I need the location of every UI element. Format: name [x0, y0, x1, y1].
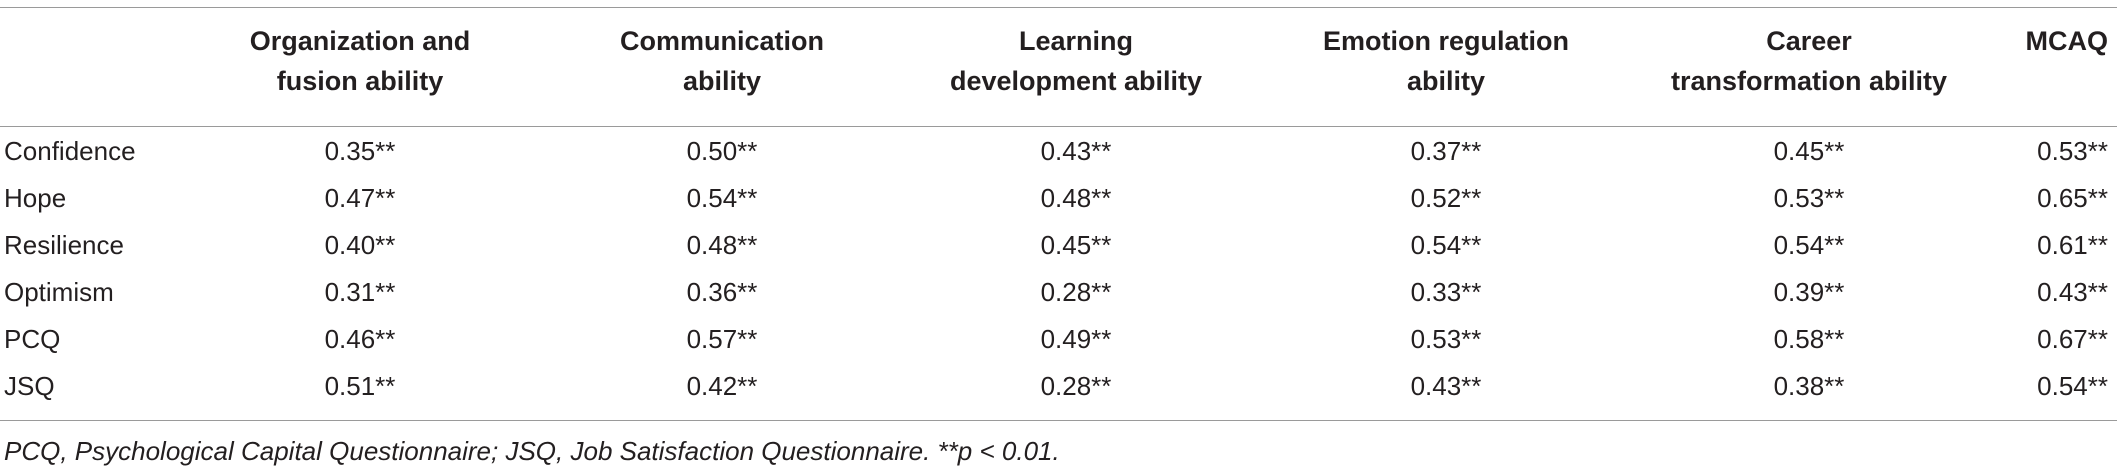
- table-cell: 0.67**: [2037, 324, 2108, 354]
- column-header: Communication: [619, 26, 825, 56]
- header-rule: [0, 126, 2117, 127]
- table-cell: 0.37**: [1410, 136, 1482, 166]
- top-rule: [0, 7, 2117, 8]
- column-header: transformation ability: [1670, 66, 1948, 96]
- table-cell: 0.54**: [1410, 230, 1482, 260]
- row-label: JSQ: [4, 371, 55, 401]
- bottom-rule: [0, 420, 2117, 421]
- row-label: PCQ: [4, 324, 61, 354]
- table-cell: 0.51**: [324, 371, 396, 401]
- table-cell: 0.46**: [324, 324, 396, 354]
- table-cell: 0.43**: [1040, 136, 1112, 166]
- table-cell: 0.50**: [686, 136, 758, 166]
- table-cell: 0.65**: [2037, 183, 2108, 213]
- table-cell: 0.54**: [686, 183, 758, 213]
- table-cell: 0.35**: [324, 136, 396, 166]
- table-cell: 0.54**: [1773, 230, 1845, 260]
- table-cell: 0.49**: [1040, 324, 1112, 354]
- column-header: Emotion regulation: [1323, 26, 1569, 56]
- row-label: Hope: [4, 183, 67, 213]
- table-cell: 0.33**: [1410, 277, 1482, 307]
- table-cell: 0.53**: [2037, 136, 2108, 166]
- row-label: Confidence: [4, 136, 136, 166]
- column-header: Career: [1766, 26, 1852, 56]
- table-cell: 0.36**: [686, 277, 758, 307]
- column-header: ability: [1406, 66, 1486, 96]
- table-cell: 0.48**: [686, 230, 758, 260]
- table-cell: 0.53**: [1773, 183, 1845, 213]
- table-cell: 0.43**: [1410, 371, 1482, 401]
- table-cell: 0.28**: [1040, 371, 1112, 401]
- table-cell: 0.31**: [324, 277, 396, 307]
- column-header: MCAQ: [2025, 26, 2109, 56]
- table-cell: 0.47**: [324, 183, 396, 213]
- column-header: fusion ability: [276, 66, 444, 96]
- table-cell: 0.39**: [1773, 277, 1845, 307]
- table-cell: 0.57**: [686, 324, 758, 354]
- table-cell: 0.38**: [1773, 371, 1845, 401]
- table-cell: 0.40**: [324, 230, 396, 260]
- table-cell: 0.61**: [2037, 230, 2108, 260]
- column-header: development ability: [949, 66, 1203, 96]
- row-label: Resilience: [4, 230, 124, 260]
- table-cell: 0.53**: [1410, 324, 1482, 354]
- column-header: Organization and: [249, 26, 471, 56]
- table-cell: 0.54**: [2037, 371, 2108, 401]
- table-cell: 0.42**: [686, 371, 758, 401]
- row-label: Optimism: [4, 277, 114, 307]
- table-cell: 0.45**: [1040, 230, 1112, 260]
- table-cell: 0.48**: [1040, 183, 1112, 213]
- column-header: Learning: [1018, 26, 1134, 56]
- table-cell: 0.58**: [1773, 324, 1845, 354]
- table-cell: 0.28**: [1040, 277, 1112, 307]
- footnote: PCQ, Psychological Capital Questionnaire…: [4, 436, 1060, 466]
- table-cell: 0.52**: [1410, 183, 1482, 213]
- table-cell: 0.45**: [1773, 136, 1845, 166]
- column-header: ability: [682, 66, 762, 96]
- table-cell: 0.43**: [2037, 277, 2108, 307]
